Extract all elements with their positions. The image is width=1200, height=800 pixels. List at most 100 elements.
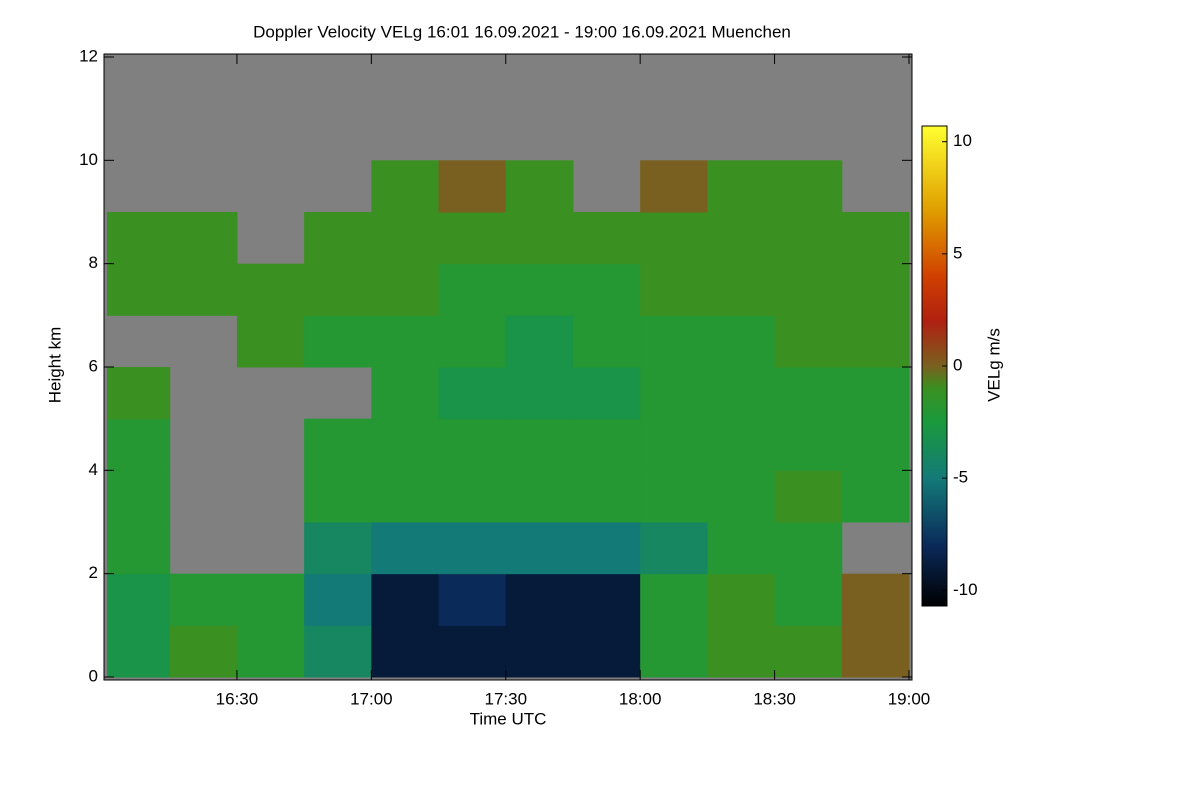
heatmap-cell [505,522,574,575]
heatmap-cell [707,625,776,678]
heatmap-cell [841,470,910,523]
heatmap-cell [107,573,171,626]
x-tick-label: 17:00 [350,689,393,708]
heatmap-cell [169,625,238,678]
heatmap-cell [572,263,641,316]
heatmap-cell [304,418,372,471]
heatmap-cell [841,625,910,678]
heatmap-cell [438,470,507,523]
x-tick-label: 19:00 [888,689,931,708]
heatmap-cell [572,315,641,368]
heatmap-cell [774,212,843,265]
heatmap-cell [505,625,574,678]
heatmap-cell [774,418,843,471]
heatmap-cell [707,573,776,626]
heatmap-cell [707,263,776,316]
y-axis-label: Height km [45,327,64,404]
heatmap-cell [304,263,372,316]
heatmap-cell [841,263,910,316]
heatmap-cell [505,160,574,213]
y-tick-label: 8 [89,253,98,272]
y-tick-label: 2 [89,563,98,582]
heatmap-cell [505,315,574,368]
heatmap-cell [107,263,171,316]
heatmap-cell [841,212,910,265]
heatmap-cell [438,522,507,575]
heatmap-cell [371,625,440,678]
heatmap-cell [505,470,574,523]
heatmap-cell [707,367,776,420]
heatmap-cell [371,418,440,471]
heatmap-cell [707,212,776,265]
heatmap-cell [438,625,507,678]
heatmap-cell [841,418,910,471]
heatmap-cell [572,573,641,626]
colorbar-tick-label: 5 [953,243,962,262]
heatmap-cell [371,315,440,368]
heatmap-cell [304,573,372,626]
colorbar-label: VELg m/s [984,328,1003,402]
heatmap-cell [371,263,440,316]
heatmap-cell [572,625,641,678]
heatmap-cell [304,212,372,265]
heatmap-cell [572,470,641,523]
heatmap-cell [371,470,440,523]
heatmap-cell [505,573,574,626]
y-tick-label: 6 [89,356,98,375]
heatmap-cell [438,263,507,316]
heatmap-cell [371,367,440,420]
heatmap-cell [438,212,507,265]
x-tick-label: 18:30 [753,689,796,708]
heatmap-cell [236,315,305,368]
y-tick-label: 12 [79,46,98,65]
y-tick-label: 0 [89,666,98,685]
heatmap-cell [505,263,574,316]
heatmap-cell [707,315,776,368]
heatmap-cell [572,418,641,471]
heatmap-cell [304,522,372,575]
heatmap-cell [236,263,305,316]
colorbar-tick-label: -5 [953,468,968,487]
heatmap-cell [438,367,507,420]
heatmap-cell [169,573,238,626]
heatmap-cell [707,470,776,523]
heatmap-cell [236,573,305,626]
heatmap-cell [572,212,641,265]
heatmap-cell [169,263,238,316]
colorbar-tick-label: 0 [953,355,962,374]
heatmap-cell [107,418,171,471]
heatmap-cell [841,315,910,368]
heatmap-cell [640,315,708,368]
heatmap-cell [572,522,641,575]
heatmap-cell [640,573,708,626]
heatmap-cell [236,625,305,678]
heatmap-cell [107,625,171,678]
heatmap-cell [841,573,910,626]
heatmap-cell [107,522,171,575]
chart-title: Doppler Velocity VELg 16:01 16.09.2021 -… [253,22,791,41]
heatmap-cell [707,522,776,575]
heatmap-cell [640,212,708,265]
heatmap-cell [774,470,843,523]
heatmap-cell [640,625,708,678]
x-tick-label: 16:30 [216,689,259,708]
heatmap-cell [304,315,372,368]
heatmap-cell [107,212,171,265]
heatmap-cell [371,522,440,575]
heatmap-cell [640,160,708,213]
heatmap-cell [505,367,574,420]
heatmap-cell [640,418,708,471]
y-tick-label: 10 [79,150,98,169]
heatmap-cell [107,470,171,523]
heatmap-cell [640,522,708,575]
colorbar-tick-label: 10 [953,131,972,150]
heatmap-cell [169,212,238,265]
heatmap-cell [572,367,641,420]
y-tick-label: 4 [89,460,98,479]
heatmap-cell [304,625,372,678]
heatmap-cell [371,212,440,265]
heatmap-cell [505,212,574,265]
colorbar-tick-label: -10 [953,580,978,599]
heatmap-cell [371,160,440,213]
